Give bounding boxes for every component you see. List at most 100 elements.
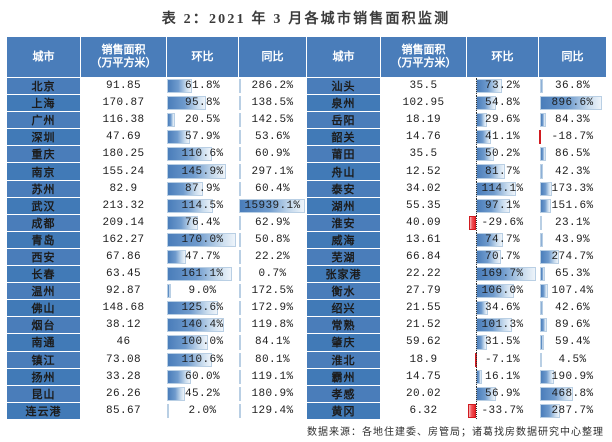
data-bar-positive [167, 181, 203, 196]
area-cell-left: 82.9 [80, 179, 167, 198]
city-cell-right: 泰安 [306, 179, 381, 198]
mom-cell-left: 20.5% [166, 111, 239, 130]
city-cell-right: 黄冈 [306, 401, 381, 420]
area-cell-left: 116.38 [80, 111, 167, 130]
yoy-cell-left: 62.9% [238, 213, 307, 232]
city-cell-right: 岳阳 [306, 111, 381, 130]
mom-cell-left-label: 20.5% [184, 114, 220, 127]
mom-cell-right: 34.6% [466, 299, 539, 318]
yoy-cell-left-label: 172.9% [251, 302, 294, 315]
yoy-cell-right-label: 86.5% [554, 148, 590, 161]
mom-cell-right: 114.1% [466, 179, 539, 198]
area-cell-left: 213.32 [80, 196, 167, 215]
data-bar-positive [540, 267, 545, 282]
city-cell-left: 武汉 [6, 196, 81, 215]
data-bar-positive [167, 403, 169, 418]
area-cell-right: 18.9 [380, 350, 467, 369]
area-cell-left: 162.27 [80, 230, 167, 249]
data-bar-positive [239, 386, 241, 401]
area-cell-right: 22.22 [380, 265, 467, 284]
yoy-cell-right-label: 4.5% [558, 353, 587, 366]
area-cell-right: 35.5 [380, 76, 467, 96]
mom-cell-right: 106.0% [466, 282, 539, 301]
mom-cell-right-label: 97.1% [484, 199, 520, 212]
data-bar-positive [540, 198, 551, 213]
yoy-cell-left: 84.1% [238, 333, 307, 352]
city-cell-left: 上海 [6, 94, 81, 113]
area-cell-left: 209.14 [80, 213, 167, 232]
data-bar-positive [540, 335, 545, 350]
mom-cell-right-label: 41.1% [484, 131, 520, 144]
city-cell-right: 莆田 [306, 145, 381, 164]
data-bar-positive [167, 318, 224, 333]
mom-cell-right-label: 169.7% [481, 268, 524, 281]
mom-cell-right-label: 31.5% [484, 336, 520, 349]
city-cell-left: 广州 [6, 111, 81, 130]
data-bar-positive [167, 113, 176, 128]
data-bar-positive [540, 301, 544, 316]
yoy-cell-right-label: 23.1% [554, 216, 590, 229]
col-header-area-line2: （万平方米） [90, 57, 157, 69]
yoy-cell-right-label: 190.9% [551, 370, 594, 383]
yoy-cell-left: 297.1% [238, 162, 307, 181]
zero-axis-line [476, 78, 478, 94]
yoy-cell-left-label: 50.8% [254, 233, 290, 246]
city-cell-right: 泉州 [306, 94, 381, 113]
zero-axis-line [476, 95, 478, 111]
yoy-cell-right: 23.1% [538, 213, 607, 232]
yoy-cell-right: 151.6% [538, 196, 607, 215]
data-bar-positive [540, 164, 544, 179]
city-cell-right: 淮安 [306, 213, 381, 232]
yoy-cell-left: 119.8% [238, 316, 307, 335]
zero-axis-line [476, 300, 478, 316]
area-cell-left: 170.87 [80, 94, 167, 113]
mom-cell-left: 110.6% [166, 145, 239, 164]
city-cell-right: 舟山 [306, 162, 381, 181]
mom-cell-left: 140.4% [166, 316, 239, 335]
sales-area-table-wrapper: 城市 销售面积 （万平方米） 环比 同比 城市 销售面积 （万平方米） 环比 同… [6, 36, 607, 420]
area-cell-left: 67.86 [80, 247, 167, 267]
data-bar-positive [239, 267, 241, 282]
mom-cell-right: 56.9% [466, 384, 539, 403]
data-bar-positive [540, 181, 553, 196]
city-cell-right: 霸州 [306, 367, 381, 386]
table-row: 昆山 26.26 45.2% 180.9% 孝感 20.02 56.9% 468.8% [6, 384, 607, 403]
table-row: 广州 116.38 20.5% 142.5% 岳阳 18.19 29.6% 84.3% [6, 111, 607, 130]
table-row: 长春 63.45 161.1% 0.7% 张家港 22.22 169.7% 65.3% [6, 265, 607, 284]
mom-cell-right-label: 56.9% [484, 387, 520, 400]
mom-cell-left: 95.8% [166, 94, 239, 113]
yoy-cell-left-label: 53.6% [254, 131, 290, 144]
yoy-cell-right-label: 65.3% [554, 268, 590, 281]
mom-cell-left-label: 100.0% [181, 336, 224, 349]
zero-axis-line [476, 317, 478, 333]
yoy-cell-left: 286.2% [238, 76, 307, 96]
mom-cell-right-label: 81.7% [484, 165, 520, 178]
col-header-area-line1: 销售面积 [101, 44, 146, 56]
yoy-cell-left-label: 80.1% [254, 353, 290, 366]
yoy-cell-left-label: 22.2% [254, 250, 290, 263]
yoy-cell-left: 129.4% [238, 401, 307, 420]
yoy-cell-left-label: 62.9% [254, 216, 290, 229]
data-bar-positive [167, 369, 192, 384]
table-row: 南京 155.24 145.9% 297.1% 舟山 12.52 81.7% 42.3% [6, 162, 607, 181]
mom-cell-left-label: 2.0% [188, 404, 217, 417]
yoy-cell-right: 190.9% [538, 367, 607, 386]
yoy-cell-left: 60.4% [238, 179, 307, 198]
city-cell-left: 烟台 [6, 316, 81, 335]
data-bar-positive [540, 79, 543, 94]
data-bar-positive [540, 96, 603, 111]
zero-axis-line [476, 334, 478, 350]
mom-cell-right: 81.7% [466, 162, 539, 181]
yoy-cell-right: 274.7% [538, 247, 607, 267]
data-bar-positive [239, 79, 241, 94]
zero-axis-line [476, 386, 478, 402]
area-cell-left: 91.85 [80, 76, 167, 96]
city-cell-right: 张家港 [306, 265, 381, 284]
yoy-cell-left-label: 60.9% [254, 148, 290, 161]
mom-cell-left: 61.8% [166, 76, 239, 96]
yoy-cell-left: 53.6% [238, 128, 307, 147]
yoy-cell-right: 4.5% [538, 350, 607, 369]
table-row: 连云港 85.67 2.0% 129.4% 黄冈 6.32 -33.7% 287.7% [6, 401, 607, 420]
data-bar-positive [167, 130, 191, 145]
city-cell-left: 成都 [6, 213, 81, 232]
